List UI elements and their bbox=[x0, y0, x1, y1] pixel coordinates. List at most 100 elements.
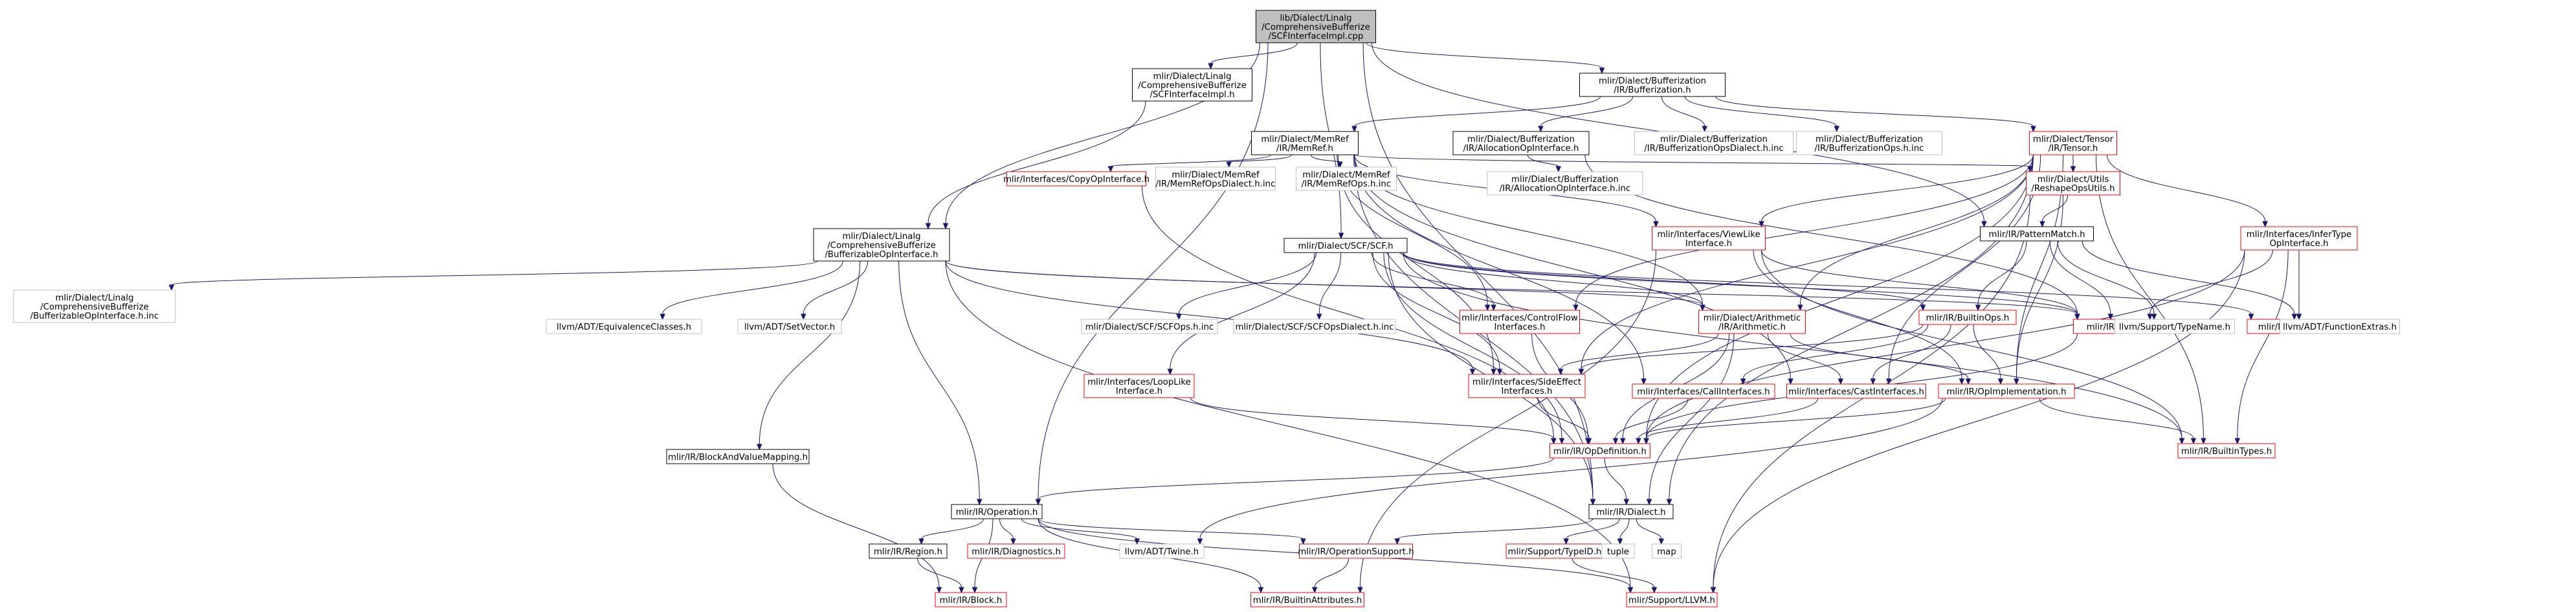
node-n49[interactable]: mlir/Support/LLVM.h bbox=[1626, 592, 1718, 607]
node-n44[interactable]: mlir/Support/TypeID.h bbox=[1505, 543, 1604, 559]
edge-line bbox=[1581, 324, 1924, 370]
node-n1[interactable]: mlir/Dialect/Linalg/ComprehensiveBufferi… bbox=[1132, 68, 1252, 102]
node-n33[interactable]: mlir/Interfaces/CastInterfaces.h bbox=[1786, 383, 1926, 399]
edge-line bbox=[898, 260, 980, 500]
edge-n4-n37 bbox=[1403, 252, 2185, 445]
node-n48[interactable]: mlir/IR/BuiltinAttributes.h bbox=[1250, 592, 1364, 607]
node-box bbox=[1632, 383, 1775, 399]
edge-arrowhead bbox=[1636, 438, 1641, 445]
edge-line bbox=[1684, 96, 1838, 127]
edge-line bbox=[1646, 249, 2245, 439]
edge-arrowhead bbox=[1710, 587, 1716, 594]
edge-arrowhead bbox=[1559, 438, 1565, 445]
edge-line bbox=[1403, 252, 2252, 315]
edge-arrowhead bbox=[1176, 313, 1182, 321]
edge-n25-n32 bbox=[1740, 324, 1929, 385]
edge-n38-n43 bbox=[1038, 518, 1306, 545]
node-n16[interactable]: mlir/IR/PatternMatch.h bbox=[1980, 226, 2094, 242]
node-box bbox=[1283, 238, 1408, 253]
node-n0[interactable]: lib/Dialect/Linalg/ComprehensiveBufferiz… bbox=[1256, 10, 1376, 43]
node-label-line: mlir/Interfaces/CastInterfaces.h bbox=[1788, 387, 1924, 397]
node-n6[interactable]: mlir/Dialect/Bufferization/IR/Allocation… bbox=[1452, 131, 1590, 155]
edge-n5-n32 bbox=[1354, 154, 1647, 385]
node-label-line: mlir/Dialect/Utils bbox=[2037, 175, 2109, 185]
node-n10[interactable]: mlir/Interfaces/CopyOpInterface.h bbox=[1003, 171, 1149, 187]
node-n40[interactable]: mlir/IR/Region.h bbox=[869, 543, 948, 559]
edge-n31-n36 bbox=[1537, 397, 1592, 445]
edge-line bbox=[1354, 154, 2030, 167]
edge-arrowhead bbox=[1788, 378, 1793, 385]
edge-line bbox=[921, 518, 984, 539]
node-n9[interactable]: mlir/Dialect/Tensor/IR/Tensor.h bbox=[2029, 131, 2117, 155]
node-label-line: mlir/Dialect/MemRef bbox=[1171, 170, 1260, 180]
edge-arrowhead bbox=[1357, 587, 1363, 594]
edge-n4-n31 bbox=[1372, 252, 1503, 376]
edge-line bbox=[945, 260, 1703, 306]
node-label-line: /IR/Tensor.h bbox=[2049, 144, 2098, 153]
node-n4[interactable]: mlir/Dialect/SCF/SCF.h bbox=[1283, 238, 1408, 253]
node-n29: llvm/ADT/FunctionExtras.h bbox=[2280, 319, 2400, 334]
edge-n4-n24 bbox=[1403, 252, 1705, 312]
edge-line bbox=[945, 260, 1473, 370]
edge-n32-n36 bbox=[1612, 398, 1689, 445]
node-label-line: llvm/ADT/FunctionExtras.h bbox=[2283, 323, 2397, 332]
edge-n33-n36 bbox=[1636, 398, 1819, 445]
edge-n4-n26 bbox=[1403, 252, 2080, 321]
edge-n24-n34 bbox=[1790, 333, 1971, 385]
edge-arrowhead bbox=[1107, 166, 1114, 173]
node-n14[interactable]: mlir/Dialect/Utils/ReshapeOpsUtils.h bbox=[2026, 171, 2120, 196]
node-label-line: mlir/Dialect/Bufferization bbox=[1660, 135, 1768, 144]
edge-arrowhead bbox=[1555, 166, 1562, 173]
edge-arrowhead bbox=[1557, 368, 1564, 376]
edge-line bbox=[1742, 324, 1929, 380]
edge-n39-n45 bbox=[1617, 518, 1630, 545]
node-label-line: mlir/IR/Diagnostics.h bbox=[972, 547, 1061, 557]
node-n24[interactable]: mlir/Dialect/Arithmetic/IR/Arithmetic.h bbox=[1698, 310, 1806, 334]
edge-arrowhead bbox=[1010, 538, 1016, 545]
node-n35[interactable]: mlir/IR/BlockAndValueMapping.h bbox=[666, 449, 810, 464]
node-box bbox=[1299, 543, 1413, 559]
edge-line bbox=[662, 260, 843, 315]
node-n41[interactable]: mlir/IR/Diagnostics.h bbox=[967, 543, 1065, 559]
node-n43[interactable]: mlir/IR/OperationSupport.h bbox=[1298, 543, 1414, 559]
node-n39[interactable]: mlir/IR/Dialect.h bbox=[1588, 504, 1674, 519]
node-label-line: /ComprehensiveBufferize bbox=[40, 302, 149, 312]
node-n25[interactable]: mlir/IR/BuiltinOps.h bbox=[1918, 310, 2017, 325]
edge-arrowhead bbox=[972, 587, 978, 594]
node-label-line: /IR/AllocationOpInterface.h bbox=[1463, 144, 1579, 153]
node-label-line: mlir/IR/Region.h bbox=[874, 547, 942, 557]
node-n45: tuple bbox=[1601, 543, 1635, 559]
edge-line bbox=[171, 260, 818, 286]
node-box bbox=[1652, 226, 1766, 251]
edge-arrowhead bbox=[1617, 538, 1623, 545]
node-n2[interactable]: mlir/Dialect/Bufferization/IR/Bufferizat… bbox=[1579, 73, 1726, 97]
edge-n16-n25 bbox=[1975, 240, 2027, 312]
node-n34[interactable]: mlir/IR/OpImplementation.h bbox=[1938, 383, 2075, 399]
edge-arrowhead bbox=[1351, 126, 1357, 133]
node-n38[interactable]: mlir/IR/Operation.h bbox=[951, 504, 1043, 519]
edge-n4-n30 bbox=[1167, 252, 1315, 376]
edge-line bbox=[1571, 558, 1655, 588]
node-n37[interactable]: mlir/IR/BuiltinTypes.h bbox=[2177, 443, 2276, 459]
node-label-line: mlir/IR/OpDefinition.h bbox=[1553, 447, 1647, 457]
node-n36[interactable]: mlir/IR/OpDefinition.h bbox=[1549, 443, 1650, 459]
node-label-line: /ComprehensiveBufferize bbox=[1138, 81, 1247, 91]
edge-line bbox=[1403, 252, 2078, 315]
edge-n34-n42 bbox=[1197, 398, 1943, 545]
node-label-line: mlir/Interfaces/InferType bbox=[2247, 230, 2351, 240]
node-n47[interactable]: mlir/IR/Block.h bbox=[935, 592, 1007, 607]
edge-arrowhead bbox=[1759, 221, 1764, 228]
node-n5[interactable]: mlir/Dialect/MemRef/IR/MemRef.h bbox=[1251, 131, 1359, 155]
node-n32[interactable]: mlir/Interfaces/CallInterfaces.h bbox=[1632, 383, 1775, 399]
edge-arrowhead bbox=[2291, 313, 2298, 321]
node-n3[interactable]: mlir/Dialect/Linalg/ComprehensiveBufferi… bbox=[813, 228, 950, 262]
node-label-line: mlir/Support/TypeID.h bbox=[1508, 547, 1602, 557]
edge-line bbox=[1761, 154, 2034, 222]
edge-line bbox=[1190, 397, 1554, 439]
node-box bbox=[2240, 226, 2358, 251]
